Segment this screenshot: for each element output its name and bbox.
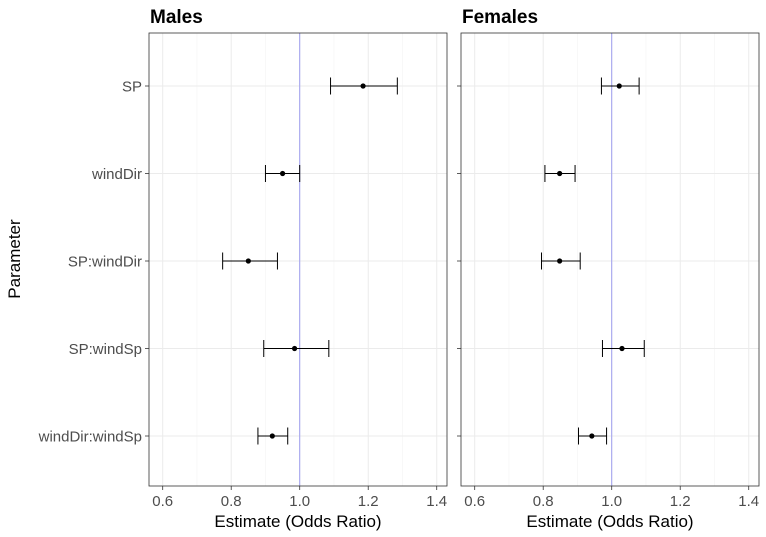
- x-tick-label: 0.8: [533, 493, 554, 510]
- x-tick-label: 0.8: [221, 493, 242, 510]
- y-axis-tick-labels: SP windDir SP:windDir SP:windSp windDir:wind…: [38, 79, 142, 446]
- x-tick-label: 1.0: [601, 493, 622, 510]
- x-tick-label: 0.6: [152, 493, 173, 510]
- y-tick-label: windDir: [91, 166, 142, 183]
- estimate-point: [279, 170, 286, 177]
- x-tick-label: 1.4: [738, 493, 759, 510]
- y-tick-label: SP:windSp: [69, 341, 142, 358]
- y-axis-title: Parameter: [5, 219, 24, 299]
- panel-title: Males: [150, 7, 203, 28]
- estimate-point: [619, 345, 625, 352]
- panel-females: Females 0.6 0.8 1.0 1.2 1.4 Estimate (Odds Rat…: [457, 7, 760, 531]
- y-tick-label: windDir:windSp: [38, 429, 142, 446]
- estimate-point: [616, 83, 622, 89]
- estimate-point: [291, 345, 298, 352]
- panel-border: [148, 32, 448, 487]
- panel-title: Females: [462, 7, 538, 28]
- estimate-point: [557, 170, 563, 177]
- estimate-point: [360, 83, 366, 89]
- x-tick-label: 1.0: [289, 493, 310, 510]
- panel-males: Males 0.6 0.8 1.0 1.2 1.4 Estimate (Odds Ratio…: [145, 7, 448, 531]
- estimate-point: [269, 433, 275, 439]
- y-tick-label: SP: [122, 79, 142, 96]
- x-axis-title: Estimate (Odds Ratio): [214, 512, 381, 531]
- panel-border: [460, 32, 760, 487]
- x-axis-title: Estimate (Odds Ratio): [526, 512, 693, 531]
- x-tick-label: 1.2: [670, 493, 691, 510]
- y-tick-label: SP:windDir: [68, 254, 142, 271]
- x-tick-label: 1.4: [426, 493, 447, 510]
- estimate-point: [557, 258, 563, 264]
- x-tick-label: 0.6: [464, 493, 485, 510]
- estimate-point: [245, 258, 251, 264]
- estimate-point: [589, 433, 595, 439]
- x-tick-label: 1.2: [358, 493, 379, 510]
